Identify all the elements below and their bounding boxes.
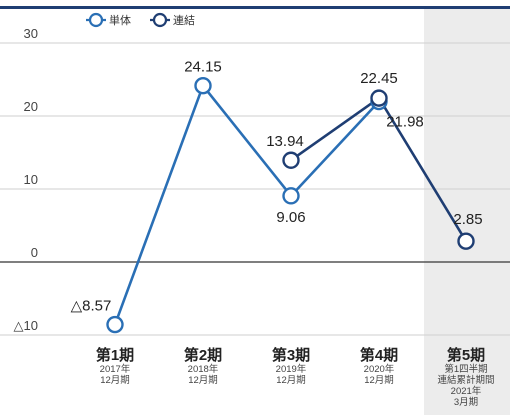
data-label: 9.06 [276,209,305,226]
legend: 単体 連結 [86,12,195,28]
x-category-sublabel: 第1四半期 [444,363,487,375]
x-category-sublabel: 2019年 [276,363,307,375]
x-category-label: 第1期 [96,346,134,364]
y-tick-label: 20 [24,99,38,114]
legend-item-single: 単体 [86,12,131,28]
x-category-sublabel: 連結累計期間 [437,374,494,386]
data-label: 13.94 [266,133,304,150]
y-tick-label: 10 [24,172,38,187]
x-category-sublabel: 12月期 [188,375,218,386]
data-label: 24.15 [184,59,222,76]
data-label: 2.85 [453,211,482,228]
y-tick-labels: 30 20 10 0 △10 [14,26,38,333]
y-tick-label: 30 [24,26,38,41]
data-point-consolidated [370,89,388,107]
x-category-sublabel: 2017年 [100,363,131,375]
data-label: 21.98 [386,114,424,131]
data-point-single [194,77,212,95]
forecast-period-shade [424,8,510,415]
top-rule [0,6,510,9]
data-point-single [282,187,300,205]
gridlines [0,42,510,336]
x-category-sublabel: 3月期 [454,397,478,408]
data-point-consolidated [457,232,475,250]
legend-item-consolidated: 連結 [150,12,195,28]
x-category-label: 第4期 [360,346,398,364]
legend-label-single: 単体 [109,13,131,27]
x-category-sublabel: 12月期 [276,375,306,386]
y-tick-label: △10 [14,318,38,333]
x-category-labels: 第1期2017年12月期第2期2018年12月期第3期2019年12月期第4期2… [96,346,495,408]
x-category-sublabel: 2021年 [451,385,482,397]
x-category-sublabel: 12月期 [364,375,394,386]
x-category-sublabel: 2018年 [188,363,219,375]
legend-marker-consolidated [152,12,168,28]
data-point-consolidated [282,151,300,169]
x-category-label: 第5期 [447,346,485,364]
x-category-sublabel: 2020年 [364,363,395,375]
series-line-single [113,84,380,326]
data-label: △8.57 [71,298,112,315]
x-category-sublabel: 12月期 [100,375,130,386]
legend-label-consolidated: 連結 [173,13,195,27]
data-label: 22.45 [360,70,398,87]
data-markers [106,77,475,334]
x-category-label: 第3期 [272,346,310,364]
y-tick-label: 0 [31,245,38,260]
legend-marker-single [88,12,104,28]
x-category-label: 第2期 [184,346,222,364]
data-point-single [106,315,124,334]
data-labels: △8.57 24.15 9.06 21.98 13.94 22.45 2.85 [71,59,483,315]
